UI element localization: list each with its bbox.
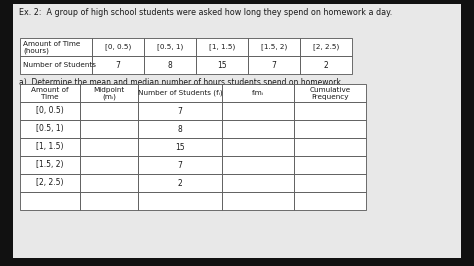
Bar [144, 38, 196, 56]
Text: Amount of: Amount of [31, 87, 69, 93]
Text: fᵢmᵢ: fᵢmᵢ [252, 90, 264, 96]
Text: [1.5, 2): [1.5, 2) [36, 160, 64, 169]
Text: Cumulative: Cumulative [310, 87, 351, 93]
Bar [294, 120, 366, 138]
Bar [80, 174, 138, 192]
Bar [20, 56, 92, 74]
Text: 15: 15 [217, 60, 227, 69]
Text: 2: 2 [178, 178, 182, 188]
Text: [2, 2.5): [2, 2.5) [36, 178, 64, 188]
Text: [0, 0.5): [0, 0.5) [105, 44, 131, 50]
Text: [0, 0.5): [0, 0.5) [36, 106, 64, 115]
Bar [20, 84, 80, 102]
Text: 8: 8 [168, 60, 173, 69]
Text: Ex. 2:  A group of high school students were asked how long they spend on homewo: Ex. 2: A group of high school students w… [19, 8, 392, 17]
Bar [300, 38, 352, 56]
Bar [300, 56, 352, 74]
Text: 7: 7 [116, 60, 120, 69]
Bar [222, 84, 294, 102]
Text: 7: 7 [178, 106, 182, 115]
Bar [294, 156, 366, 174]
Bar [80, 138, 138, 156]
Text: Number of Students (fᵢ): Number of Students (fᵢ) [137, 90, 222, 96]
Bar [138, 84, 222, 102]
Bar [20, 156, 80, 174]
Bar [222, 102, 294, 120]
Text: Frequency: Frequency [311, 94, 349, 100]
Bar [248, 56, 300, 74]
Bar [294, 84, 366, 102]
Text: (mᵢ): (mᵢ) [102, 94, 116, 100]
Bar [80, 102, 138, 120]
Text: 7: 7 [178, 160, 182, 169]
Bar [20, 102, 80, 120]
Text: [0.5, 1): [0.5, 1) [36, 124, 64, 134]
Bar [80, 84, 138, 102]
Bar [138, 138, 222, 156]
Bar [222, 156, 294, 174]
Text: (hours): (hours) [23, 48, 49, 54]
Text: Midpoint: Midpoint [93, 87, 125, 93]
Text: [1, 1.5): [1, 1.5) [36, 143, 64, 152]
Text: [1.5, 2): [1.5, 2) [261, 44, 287, 50]
Bar [92, 38, 144, 56]
Bar [80, 156, 138, 174]
Text: 2: 2 [324, 60, 328, 69]
Bar [222, 192, 294, 210]
Bar [20, 38, 92, 56]
Bar [294, 192, 366, 210]
Text: Amount of Time: Amount of Time [23, 41, 81, 47]
Bar [222, 120, 294, 138]
Text: [1, 1.5): [1, 1.5) [209, 44, 235, 50]
Bar [294, 102, 366, 120]
Bar [222, 174, 294, 192]
Text: [2, 2.5): [2, 2.5) [313, 44, 339, 50]
Text: 15: 15 [175, 143, 185, 152]
Bar [138, 174, 222, 192]
Bar [20, 174, 80, 192]
Bar [138, 192, 222, 210]
Bar [80, 192, 138, 210]
Text: [0.5, 1): [0.5, 1) [157, 44, 183, 50]
Bar [138, 120, 222, 138]
Bar [20, 138, 80, 156]
Bar [196, 38, 248, 56]
Bar [222, 138, 294, 156]
Bar [20, 120, 80, 138]
Text: a)  Determine the mean and median number of hours students spend on homework.: a) Determine the mean and median number … [19, 78, 343, 87]
Bar [144, 56, 196, 74]
Bar [80, 120, 138, 138]
Text: Time: Time [41, 94, 59, 100]
Bar [138, 102, 222, 120]
Bar [138, 156, 222, 174]
Text: Number of Students: Number of Students [23, 62, 96, 68]
Bar [294, 138, 366, 156]
Bar [20, 192, 80, 210]
Text: 8: 8 [178, 124, 182, 134]
Bar [92, 56, 144, 74]
Bar [294, 174, 366, 192]
Text: 7: 7 [272, 60, 276, 69]
Bar [248, 38, 300, 56]
Bar [196, 56, 248, 74]
